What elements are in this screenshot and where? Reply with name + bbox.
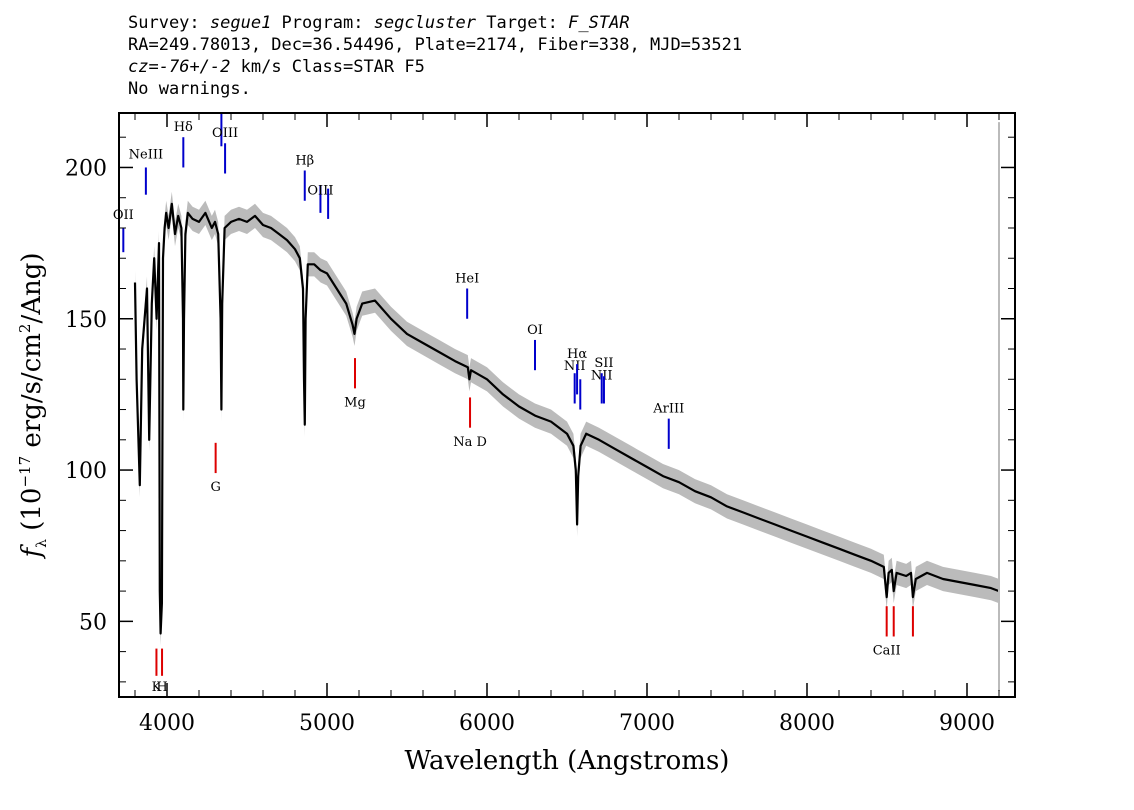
x-tick-label: 9000 xyxy=(939,711,995,736)
spectral-line-label: Mg xyxy=(344,396,366,411)
x-tick-label: 8000 xyxy=(779,711,835,736)
spectrum-line xyxy=(133,202,1000,635)
y-axis-title: fλ (10−17 erg/s/cm2/Ang) xyxy=(16,252,50,559)
axis-ticks: 4000 5000 6000 7000 8000 9000 50 100 150 200 xyxy=(65,113,1015,736)
survey-label: Survey: xyxy=(128,13,210,33)
spectrum-error-band xyxy=(135,191,999,646)
x-tick-label: 7000 xyxy=(619,711,675,736)
y-tick-label: 200 xyxy=(65,156,107,181)
header-line-2: RA=249.78013, Dec=36.54496, Plate=2174, … xyxy=(128,35,743,55)
y-tick-label: 50 xyxy=(79,610,107,635)
spectral-line-label: NII xyxy=(591,368,613,383)
spectrum-series xyxy=(133,122,1000,691)
spectral-line-label: NeIII xyxy=(129,147,163,162)
plot-frame xyxy=(118,112,1016,698)
y-axis-lambda: λ xyxy=(34,539,50,548)
plot-header: Survey: segue1 Program: segcluster Targe… xyxy=(128,12,742,100)
spectral-line-label: NII xyxy=(564,359,586,374)
y-tick-label: 100 xyxy=(65,459,107,484)
spectral-line-label: Hα xyxy=(567,347,587,362)
y-axis-exp1: −17 xyxy=(16,456,34,488)
spectral-line-label: SII xyxy=(594,356,613,371)
spectral-line-label: OIII xyxy=(212,126,238,141)
error-band xyxy=(135,191,999,646)
x-axis-title: Wavelength (Angstroms) xyxy=(405,746,730,776)
cz-symbol: cz xyxy=(128,57,149,77)
spectral-line-label: OIII xyxy=(307,184,333,199)
y-axis-units-mid: erg/s/cm xyxy=(17,333,47,456)
spectral-line-label: OII xyxy=(113,208,134,223)
spectral-line-label: K xyxy=(152,680,162,695)
cz-equals: = xyxy=(148,57,159,77)
x-tick-label: 5000 xyxy=(299,711,355,736)
x-tick-label: 4000 xyxy=(139,711,195,736)
program-value: segcluster xyxy=(373,13,477,33)
y-axis-units-pre: (10 xyxy=(17,488,47,540)
spectral-line-label: CaII xyxy=(873,644,901,659)
target-label: Target: xyxy=(476,13,569,33)
spectral-line-label: Hβ xyxy=(295,153,314,168)
survey-value: segue1 xyxy=(209,13,272,33)
spectral-line-label: Hδ xyxy=(174,120,193,135)
spectral-line-label: G xyxy=(210,480,220,495)
x-tick-label: 6000 xyxy=(459,711,515,736)
class-text: km/s Class=STAR F5 xyxy=(230,57,425,77)
spectral-line-label: HeI xyxy=(455,271,479,286)
spectral-line-label: Na D xyxy=(453,435,487,450)
header-line-1: Survey: segue1 Program: segcluster Targe… xyxy=(128,12,742,34)
spectral-line-label: H xyxy=(156,680,167,695)
program-label: Program: xyxy=(271,13,374,33)
header-line-3: cz=-76+/-2 km/s Class=STAR F5 xyxy=(128,56,742,78)
y-axis-exp2: 2 xyxy=(16,324,34,334)
target-value: F_STAR xyxy=(568,13,630,33)
header-line-4: No warnings. xyxy=(128,79,251,99)
y-tick-label: 150 xyxy=(65,308,107,333)
spectral-line-label: ArIII xyxy=(652,402,684,417)
velocity-value: -76+/-2 xyxy=(158,57,231,77)
spectral-line-label: OI xyxy=(527,323,543,338)
y-axis-units-post: /Ang) xyxy=(17,252,47,323)
